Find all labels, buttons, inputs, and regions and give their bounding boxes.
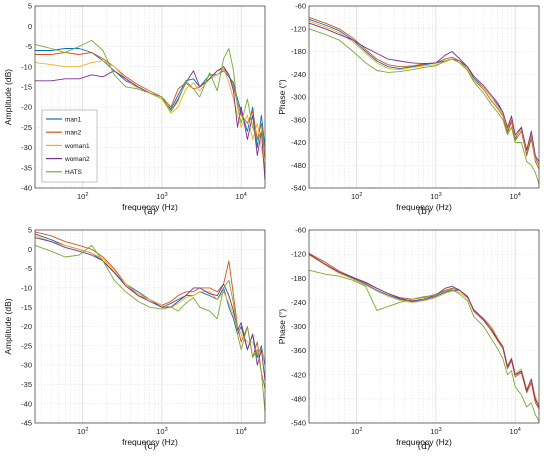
y-tick-label: -360 (291, 115, 306, 124)
y-tick-label: -30 (21, 361, 32, 370)
y-tick-label: -120 (291, 250, 306, 259)
y-tick-label: -60 (295, 226, 306, 235)
y-tick-label: -15 (21, 82, 32, 91)
y-tick-label: -540 (291, 184, 306, 193)
chart-panel-2: -60 -120 -180 -240 -300 -360 -420 -480 -540 102 10… (277, 2, 540, 217)
panel-caption: (a) (144, 206, 156, 217)
y-tick-label: -40 (21, 184, 32, 193)
y-tick-label: -15 (21, 303, 32, 312)
series-line-man2 (308, 16, 540, 170)
grid (309, 5, 540, 189)
y-tick-label: -240 (291, 298, 306, 307)
axes-frame (308, 5, 540, 189)
legend-label: HATS (65, 169, 83, 176)
x-tick-label: 102 (351, 192, 362, 201)
x-axis-label: frequency (Hz) (396, 437, 452, 447)
x-tick-label: 102 (77, 427, 88, 436)
x-tick-label: 104 (235, 192, 246, 201)
legend-label: man1 (65, 116, 82, 123)
y-tick-label: -25 (21, 341, 32, 350)
legend-box (41, 109, 98, 183)
y-tick-label: -20 (21, 322, 32, 331)
series-line-woman2 (35, 66, 266, 180)
y-tick-label: -5 (25, 264, 32, 273)
y-tick-label: -60 (295, 2, 306, 11)
y-tick-label: 5 (28, 2, 32, 11)
x-tick-label: 102 (351, 427, 362, 436)
y-tick-label: -540 (291, 419, 306, 428)
y-tick-label: -300 (291, 322, 306, 331)
y-tick-label: -35 (21, 380, 32, 389)
panel-caption: (b) (418, 206, 431, 217)
legend-label: woman2 (64, 156, 90, 163)
y-tick-label: -180 (291, 47, 306, 56)
y-tick-label: -420 (291, 370, 306, 379)
series-line-HATS (308, 28, 540, 185)
axes-frame (34, 229, 266, 424)
axes-frame (34, 5, 266, 189)
x-axis-label: frequency (Hz) (122, 202, 178, 212)
y-tick-label: -240 (291, 70, 306, 79)
chart-panel-4: -60 -120 -180 -240 -300 -360 -420 -480 -540 102 10… (277, 226, 540, 452)
series-line-woman2 (308, 253, 540, 408)
series-line-woman2 (308, 22, 540, 162)
x-axis-label: frequency (Hz) (396, 202, 452, 212)
y-tick-label: -300 (291, 93, 306, 102)
y-axis-label: Amplitude (dB) (3, 69, 13, 125)
x-tick-label: 102 (77, 192, 88, 201)
series-line-HATS (34, 39, 266, 148)
y-tick-label: -35 (21, 163, 32, 172)
y-axis-label: Phase (°) (277, 309, 287, 345)
y-axis-label: Amplitude (dB) (3, 298, 13, 354)
legend-label: woman1 (64, 143, 90, 150)
chart-panel-3: 5 0 -5 -10 -15 -20 -25 -30 -35 -40 -45 102 103 104 fre… (3, 226, 266, 452)
y-tick-label: -20 (21, 103, 32, 112)
y-tick-label: 5 (28, 226, 32, 235)
x-tick-label: 104 (509, 427, 520, 436)
y-tick-label: -40 (21, 399, 32, 408)
axes-frame (308, 229, 540, 424)
legend: man1 man2 woman1 woman2 HATS (41, 109, 98, 183)
y-tick-label: -30 (21, 143, 32, 152)
x-tick-label: 103 (156, 192, 167, 201)
y-tick-label: -480 (291, 161, 306, 170)
y-tick-label: -10 (21, 62, 32, 71)
y-tick-label: -25 (21, 123, 32, 132)
x-tick-label: 104 (235, 427, 246, 436)
x-tick-label: 103 (430, 192, 441, 201)
y-axis-label: Phase (°) (277, 79, 287, 115)
x-tick-label: 103 (156, 427, 167, 436)
x-axis-label: frequency (Hz) (122, 437, 178, 447)
x-tick-label: 103 (430, 427, 441, 436)
series-line-woman2 (34, 237, 266, 381)
series-line-HATS (34, 244, 266, 412)
x-tick-label: 104 (509, 192, 520, 201)
series-line-woman1 (308, 254, 540, 406)
chart-panel-1: 5 0 -5 -10 -15 -20 -25 -30 -35 -40 102 103 104 freque… (3, 2, 266, 217)
panel-caption: (c) (144, 441, 156, 452)
y-tick-label: -420 (291, 138, 306, 147)
y-tick-label: -120 (291, 24, 306, 33)
y-tick-label: 0 (28, 22, 32, 31)
y-tick-label: -480 (291, 394, 306, 403)
panel-caption: (d) (418, 441, 431, 452)
series-line-HATS (308, 269, 540, 422)
legend-label: man2 (65, 130, 82, 137)
y-tick-label: -5 (25, 42, 32, 51)
y-tick-label: -180 (291, 274, 306, 283)
y-tick-label: -10 (21, 284, 32, 293)
series-line-woman1 (308, 20, 540, 166)
y-tick-label: -360 (291, 346, 306, 355)
y-tick-label: 0 (28, 245, 32, 254)
y-tick-label: -45 (21, 419, 32, 428)
